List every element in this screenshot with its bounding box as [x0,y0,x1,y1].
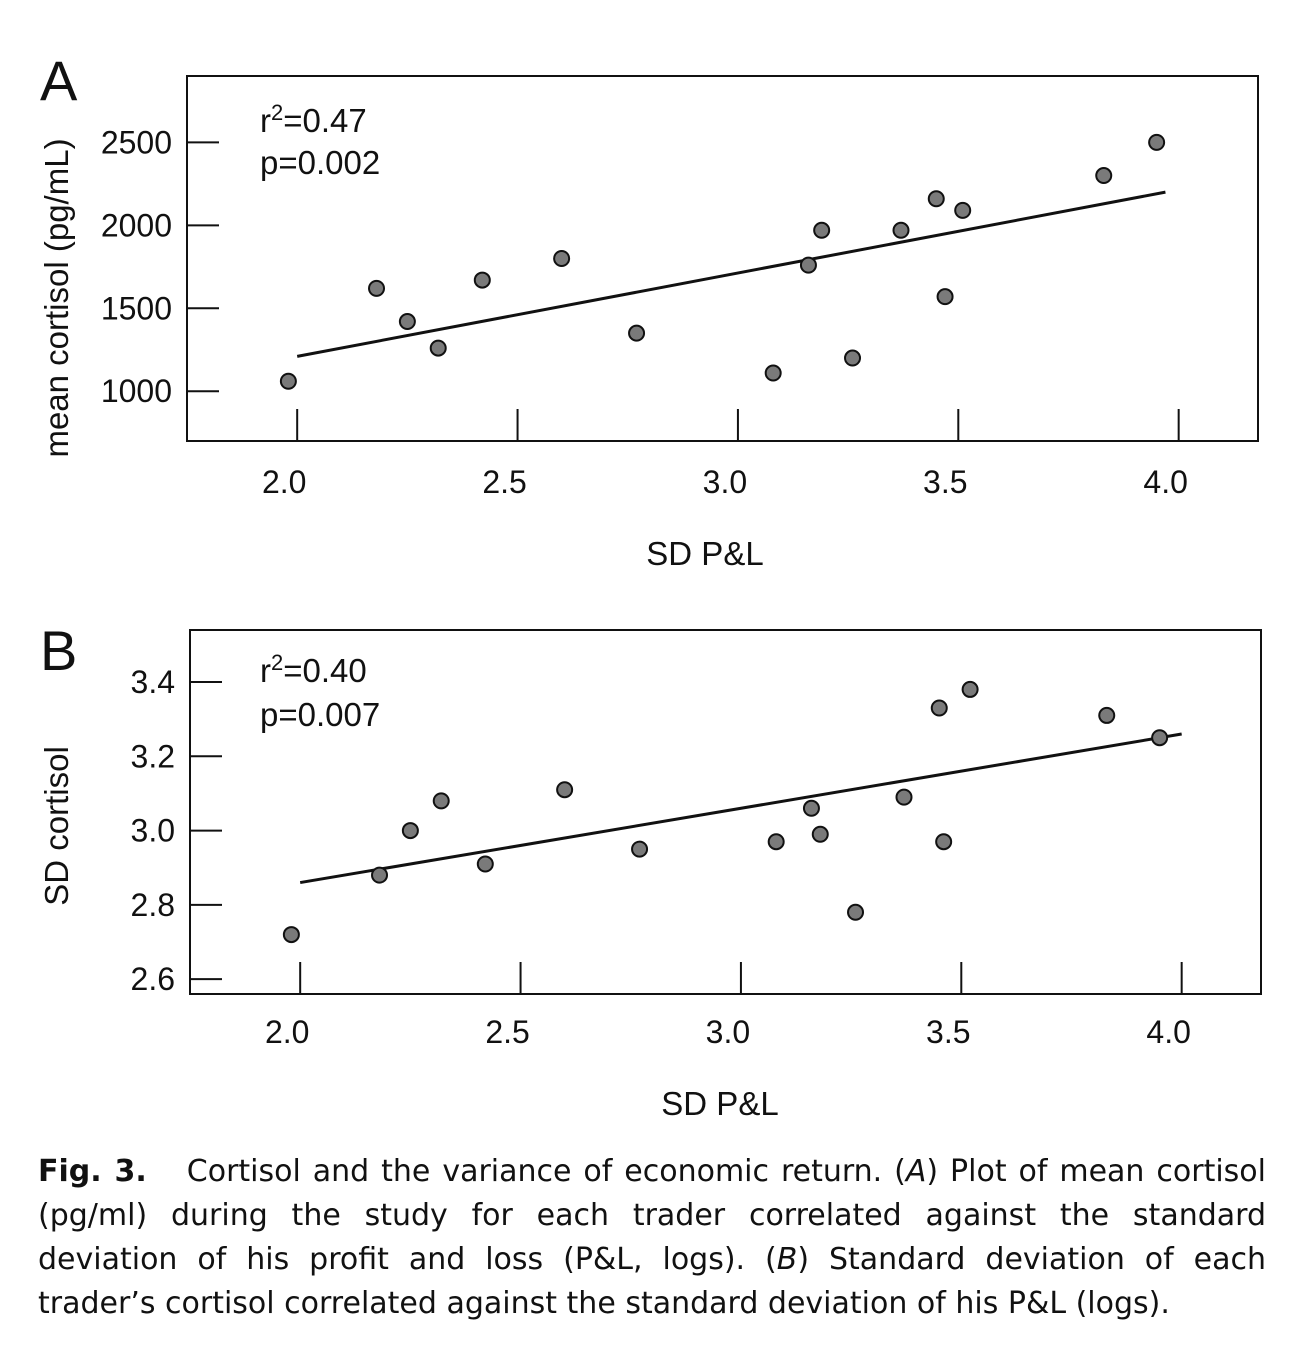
panel-b-data-point [476,855,494,873]
panel-b-y-ticks: 2.6 2.8 3.0 3.2 3.4 [131,664,222,997]
panel-b-data-point [930,699,948,717]
panel-a-data-point [1095,167,1113,185]
panel-a-plot-frame [186,75,1259,442]
panel-b-data-point [401,822,419,840]
caption-text-2: ) Plot of mean cortisol (pg/ml) during t… [38,1154,1266,1277]
panel-b-data-point [961,680,979,698]
panel-b-data-point [1151,729,1169,747]
figure: A mean cortisol (pg/mL) SD P&L r2=0.47 p… [38,49,1262,1122]
panel-b-y-tick-label: 3.2 [131,738,175,774]
panel-b-y-axis-label: SD cortisol [38,746,75,906]
panel-a-x-tick-label: 2.5 [482,464,526,500]
panel-b-x-tick-label: 3.5 [926,1014,970,1050]
panel-b-x-tick-label: 4.0 [1146,1014,1190,1050]
panel-a-x-axis-label: SD P&L [646,535,763,572]
panel-b-y-tick-label: 3.4 [131,664,175,700]
panel-b-x-ticks: 2.0 2.5 3.0 3.5 4.0 [265,962,1191,1050]
panel-b: B SD cortisol SD P&L r2=0.40 p=0.007 2.6… [38,619,1262,1122]
panel-a-data-point [473,271,491,289]
panel-a-regression-line [296,190,1166,358]
panel-a-x-ticks: 2.0 2.5 3.0 3.5 4.0 [262,409,1188,500]
panel-a-x-tick-label: 4.0 [1143,464,1187,500]
panel-a: A mean cortisol (pg/mL) SD P&L r2=0.47 p… [38,49,1259,572]
caption-panel-b-ref: B [776,1242,798,1277]
panel-a-y-axis-label: mean cortisol (pg/mL) [38,138,75,457]
panel-a-data-point [844,349,862,367]
panel-a-data-point [279,372,297,390]
panel-a-y-tick-label: 1000 [101,373,172,409]
panel-a-x-tick-label: 3.5 [923,464,967,500]
panel-a-p-annotation: p=0.002 [260,144,380,181]
panel-b-data-point [767,833,785,851]
panel-a-r2-annotation: r2=0.47 [260,100,367,139]
panel-b-y-tick-label: 2.8 [131,887,175,923]
panel-b-data-point [802,799,820,817]
panel-b-y-tick-label: 2.6 [131,961,175,997]
panel-b-data-point [371,866,389,884]
panel-b-r2-annotation: r2=0.40 [260,650,367,689]
caption-label: Fig. 3. [38,1154,147,1189]
panel-b-fit [299,732,1182,885]
panel-a-x-tick-label: 3.0 [703,464,747,500]
panel-a-fit [296,190,1166,358]
panel-a-y-tick-label: 1500 [101,290,172,326]
panel-a-data-point [628,324,646,342]
panel-b-x-tick-label: 2.0 [265,1014,309,1050]
panel-a-data-point [553,250,571,267]
caption-panel-a-ref: A [905,1154,927,1189]
caption-text-3: ) Standard deviation of each trader’s co… [38,1242,1266,1321]
panel-a-data-point [813,221,831,239]
panel-a-data-point [936,288,954,306]
panel-b-p-annotation: p=0.007 [260,696,380,733]
panel-a-y-tick-label: 2000 [101,207,172,243]
panel-a-data-point [368,279,386,297]
panel-b-label: B [40,619,77,682]
panel-a-data-point [1148,133,1166,151]
panel-b-points [282,680,1169,944]
panel-a-data-point [764,364,782,382]
panel-a-data-point [799,256,817,274]
panel-a-data-point [398,313,416,331]
panel-a-y-ticks: 1000 1500 2000 2500 [101,124,219,409]
panel-b-data-point [631,840,649,858]
panel-a-data-point [954,201,972,219]
panel-a-x-tick-label: 2.0 [262,464,306,500]
panel-a-label: A [40,49,78,112]
panel-b-data-point [847,903,865,921]
panel-b-x-tick-label: 2.5 [485,1014,529,1050]
panel-a-data-point [429,339,447,357]
panel-b-plot-frame [189,629,1262,995]
panel-a-y-tick-label: 2500 [101,124,172,160]
panel-b-data-point [282,926,300,944]
caption-text-1: Cortisol and the variance of economic re… [186,1154,906,1189]
panel-b-data-point [935,833,953,851]
panel-a-data-point [892,221,910,239]
panel-b-data-point [432,792,450,810]
panel-b-data-point [556,781,574,799]
panel-b-x-axis-label: SD P&L [661,1085,778,1122]
panel-b-data-point [1098,706,1116,724]
panel-b-y-tick-label: 3.0 [131,813,175,849]
figure-caption: Fig. 3. Cortisol and the variance of econ… [38,1150,1266,1326]
panel-b-regression-line [299,732,1182,885]
panel-a-data-point [927,190,945,208]
panel-b-x-tick-label: 3.0 [706,1014,750,1050]
panel-b-data-point [895,788,913,806]
panel-b-data-point [811,825,829,843]
panel-a-points [279,133,1166,390]
